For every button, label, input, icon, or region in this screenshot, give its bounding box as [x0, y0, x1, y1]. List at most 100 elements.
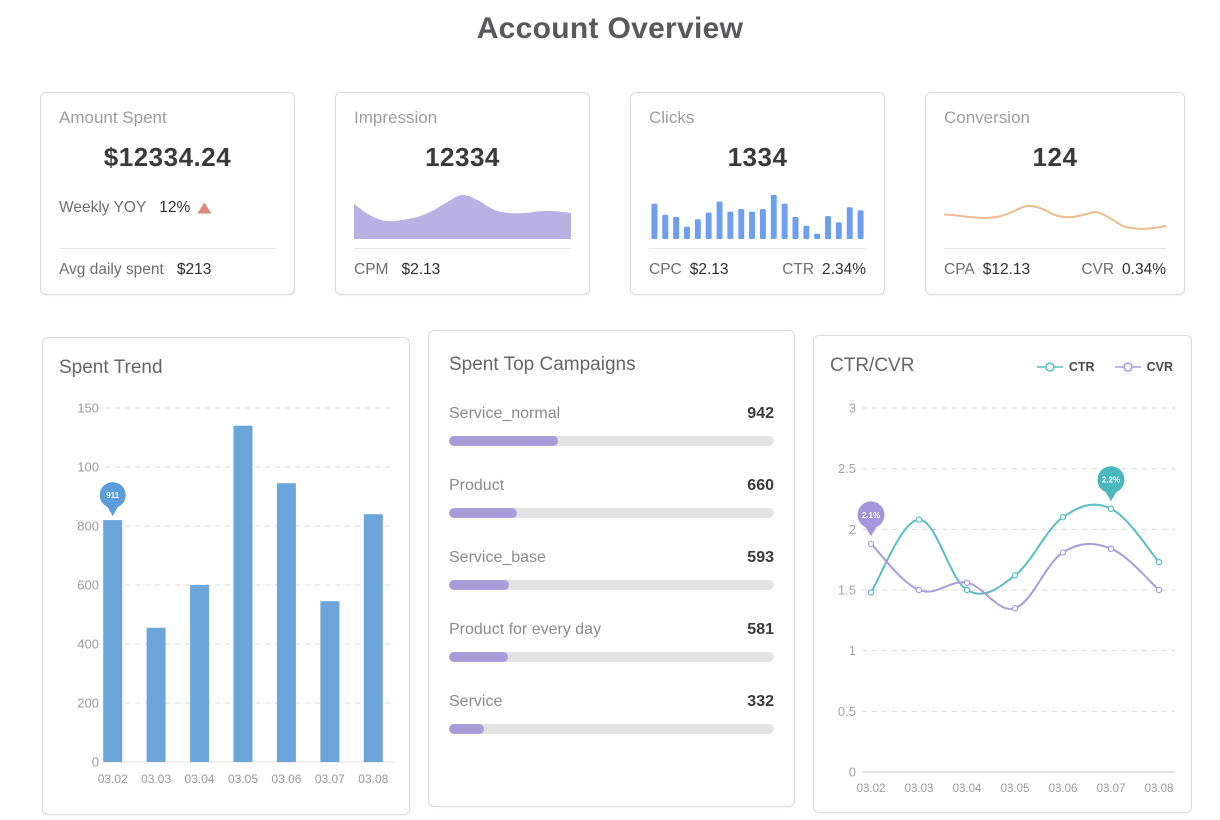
svg-text:100: 100: [77, 460, 99, 475]
cvr-label: CVR: [1081, 261, 1115, 278]
conversion-sparkline: [944, 204, 1166, 230]
conversion-metrics-row: CPA $12.13 CVR 0.34%: [944, 261, 1166, 279]
divider: [354, 248, 571, 249]
cpa-label: CPA: [944, 261, 975, 278]
svg-text:03.07: 03.07: [1097, 783, 1126, 795]
legend-item-ctr[interactable]: CTR: [1036, 360, 1095, 374]
ctr-cvr-title: CTR/CVR: [830, 355, 915, 376]
svg-text:03.05: 03.05: [228, 772, 258, 786]
avg-daily-row: Avg daily spent $213: [59, 261, 276, 279]
campaign-value: 332: [747, 693, 774, 710]
page-title: Account Overview: [476, 12, 744, 45]
svg-text:03.04: 03.04: [953, 783, 982, 795]
clicks-title: Clicks: [649, 108, 695, 127]
campaign-row: Product 660: [449, 477, 774, 518]
trend-up-icon: [197, 202, 212, 214]
avg-daily-label: Avg daily spent: [59, 261, 164, 278]
campaign-name: Service_base: [449, 549, 546, 566]
impression-value: 12334: [425, 142, 500, 172]
impression-sparkline: [354, 194, 571, 239]
clicks-metrics-row: CPC $2.13 CTR 2.34%: [649, 261, 866, 279]
cpm-row: CPM $2.13: [354, 261, 571, 279]
svg-text:3: 3: [849, 401, 856, 416]
svg-text:2.2%: 2.2%: [1102, 476, 1120, 485]
campaign-progress-track: [449, 652, 774, 662]
campaign-progress-fill: [449, 652, 508, 662]
top-campaigns-card: Spent Top Campaigns Service_normal 942 Pro…: [428, 330, 795, 807]
spent-trend-title: Spent Trend: [59, 357, 163, 378]
divider: [944, 248, 1166, 249]
spent-trend-card: Spent Trend 150 100 800 600 400 200 0 03.02 03.0…: [42, 337, 410, 815]
top-campaigns-title: Spent Top Campaigns: [449, 354, 636, 375]
svg-text:2.5: 2.5: [838, 461, 856, 476]
impression-title: Impression: [354, 108, 438, 127]
cvr-legend-icon: [1114, 362, 1141, 372]
legend-item-cvr[interactable]: CVR: [1114, 360, 1173, 374]
campaign-row: Service_normal 942: [449, 405, 774, 446]
weekly-yoy-row: Weekly YOY 12%: [59, 199, 276, 217]
svg-text:2: 2: [849, 522, 856, 537]
ctr-cvr-line-chart: 0 0.5 1 1.5 2 2.5 3 03.02 03.03 03.04 03.05 03.06 03…: [838, 401, 1175, 795]
campaign-progress-track: [449, 436, 774, 446]
weekly-yoy-label: Weekly YOY: [59, 199, 147, 216]
cpm-label: CPM: [354, 261, 389, 278]
svg-text:1.5: 1.5: [838, 583, 856, 598]
cvr-value: 0.34%: [1122, 261, 1166, 278]
svg-text:03.08: 03.08: [358, 772, 388, 786]
svg-text:03.06: 03.06: [1049, 783, 1078, 795]
cpa-metric: CPA $12.13: [944, 261, 1030, 279]
ctr-value: 2.34%: [822, 261, 866, 278]
cpc-metric: CPC $2.13: [649, 261, 729, 279]
clicks-value: 1334: [727, 142, 788, 172]
campaign-name: Product for every day: [449, 621, 602, 638]
campaign-value: 660: [747, 477, 774, 494]
svg-text:03.03: 03.03: [905, 783, 934, 795]
campaign-progress-track: [449, 580, 774, 590]
svg-text:0.5: 0.5: [838, 704, 856, 719]
svg-text:0: 0: [92, 755, 99, 770]
campaign-name: Service_normal: [449, 405, 561, 422]
svg-text:0: 0: [849, 765, 856, 780]
campaign-row: Service 332: [449, 693, 774, 734]
svg-text:03.06: 03.06: [271, 772, 301, 786]
conversion-card: Conversion 124 CPA $12.13 CVR 0.34%: [925, 92, 1185, 295]
campaign-progress-fill: [449, 436, 558, 446]
svg-text:03.08: 03.08: [1145, 783, 1174, 795]
svg-text:400: 400: [77, 637, 99, 652]
ctr-legend-label: CTR: [1068, 360, 1095, 374]
svg-text:150: 150: [77, 401, 99, 416]
svg-text:03.02: 03.02: [98, 772, 128, 786]
cpc-label: CPC: [649, 261, 682, 278]
campaign-progress-track: [449, 508, 774, 518]
svg-text:03.04: 03.04: [185, 772, 215, 786]
campaign-value: 942: [747, 405, 774, 422]
clicks-minibar-chart: [651, 195, 864, 239]
amount-spent-value: $12334.24: [103, 142, 232, 172]
campaign-list: Service_normal 942 Product 660 Service_base 5…: [449, 405, 774, 734]
campaign-progress-track: [449, 724, 774, 734]
svg-text:800: 800: [77, 519, 99, 534]
svg-text:200: 200: [77, 696, 99, 711]
impression-card: Impression 12334 CPM $2.13: [335, 92, 590, 295]
svg-text:03.05: 03.05: [1001, 783, 1030, 795]
ctr-cvr-card: CTR/CVR CTR CVR 0 0.5 1 1.5 2 2.5 3 03.02 03.03 0…: [813, 335, 1192, 813]
conversion-title: Conversion: [944, 108, 1030, 127]
campaign-progress-fill: [449, 580, 510, 590]
campaign-row: Product for every day 581: [449, 621, 774, 662]
svg-text:911: 911: [106, 491, 119, 500]
amount-spent-title: Amount Spent: [59, 108, 167, 127]
ctr-legend-icon: [1036, 362, 1063, 372]
cvr-metric: CVR 0.34%: [1081, 261, 1166, 279]
svg-text:2.1%: 2.1%: [862, 511, 880, 520]
svg-text:1: 1: [849, 643, 856, 658]
clicks-card: Clicks 1334 CPC $2.13 CTR 2.34%: [630, 92, 885, 295]
divider: [59, 248, 276, 249]
cpm-value: $2.13: [401, 261, 441, 278]
campaign-row: Service_base 593: [449, 549, 774, 590]
svg-text:600: 600: [77, 578, 99, 593]
campaign-value: 593: [747, 549, 774, 566]
conversion-value: 124: [1032, 142, 1078, 172]
campaign-value: 581: [747, 621, 774, 638]
ctr-label: CTR: [782, 261, 815, 278]
weekly-yoy-value: 12%: [159, 199, 191, 216]
